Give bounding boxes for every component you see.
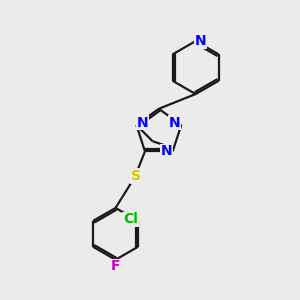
Text: N: N	[137, 116, 149, 130]
Text: F: F	[111, 259, 120, 273]
Text: N: N	[169, 116, 181, 130]
Text: N: N	[160, 144, 172, 158]
Text: N: N	[195, 34, 207, 48]
Text: S: S	[131, 169, 141, 183]
Text: Cl: Cl	[123, 212, 138, 226]
